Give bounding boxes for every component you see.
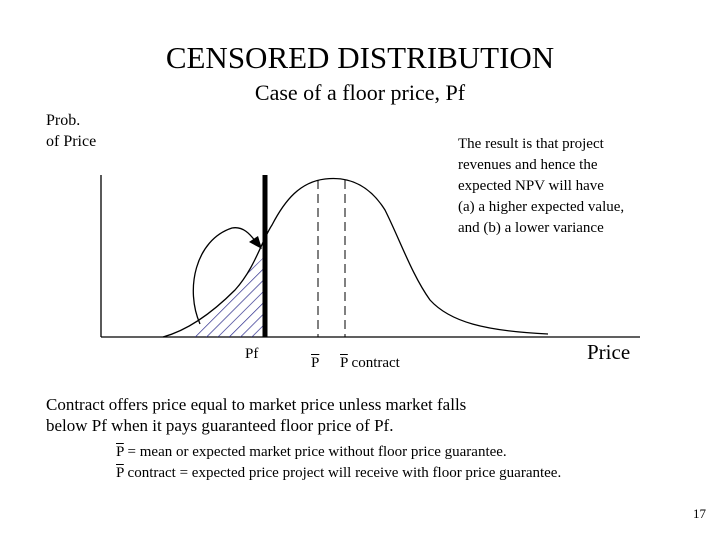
definition-mean-text: = mean or expected market price without … (123, 444, 507, 460)
definition-mean-symbol: P (116, 444, 124, 460)
body-line-2: below Pf when it pays guaranteed floor p… (46, 416, 394, 435)
contract-price-label: P contract (340, 355, 400, 372)
slide-title: CENSORED DISTRIBUTION (165, 40, 555, 75)
x-axis-label: Price (587, 340, 631, 364)
y-axis-label: Prob. of Price (46, 110, 96, 152)
note-line-4: (a) a higher expected value, (458, 199, 625, 215)
note-line-5: and (b) a lower variance (458, 220, 604, 236)
note-line-2: revenues and hence the (458, 157, 598, 173)
result-note: The result is that project revenues and … (458, 134, 624, 239)
definition-contract: P contract = expected price project will… (116, 465, 561, 482)
y-axis-label-line1: Prob. (46, 112, 81, 129)
body-text: Contract offers price equal to market pr… (46, 394, 466, 436)
shift-arrow (192, 227, 257, 325)
contract-price-symbol: P (340, 355, 348, 371)
definition-contract-symbol: P (116, 465, 124, 481)
y-axis-label-line2: of Price (46, 133, 97, 150)
body-line-1: Contract offers price equal to market pr… (46, 395, 467, 414)
note-line-3: expected NPV will have (458, 178, 604, 194)
floor-price-label: Pf (245, 346, 259, 362)
shift-arrow-head (249, 236, 262, 249)
slide-subtitle: Case of a floor price, Pf (254, 80, 466, 105)
page-number: 17 (693, 506, 706, 521)
mean-price-label: P (311, 355, 319, 372)
note-line-1: The result is that project (458, 136, 604, 152)
contract-price-word: contract (347, 355, 400, 371)
mean-price-symbol: P (311, 355, 320, 371)
distribution-curve (162, 177, 549, 338)
definition-contract-text: contract = expected price project will r… (123, 465, 562, 481)
definition-mean: P = mean or expected market price withou… (116, 444, 507, 461)
